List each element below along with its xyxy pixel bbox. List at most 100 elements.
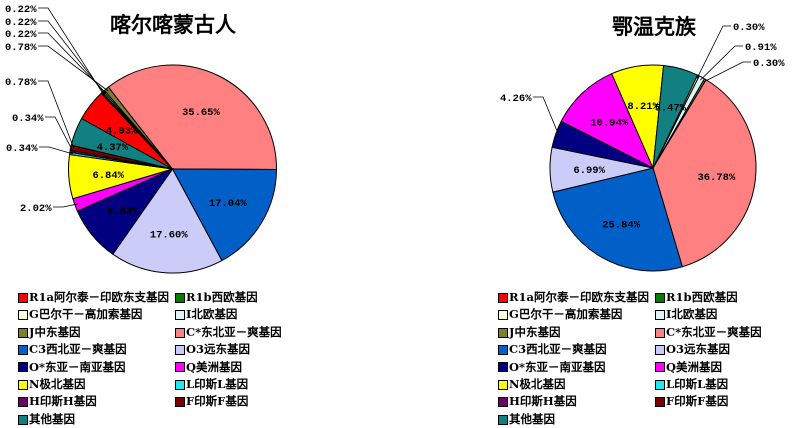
legend-item: Q美洲基因 — [655, 359, 722, 376]
data-label: 0.22% — [5, 17, 37, 29]
pie-slice — [652, 79, 757, 268]
leader-line — [533, 96, 560, 136]
legend-label: N极北基因 — [509, 377, 566, 391]
legend-item: F印斯F基因 — [655, 393, 728, 410]
leader-line — [38, 45, 109, 92]
legend-swatch — [18, 292, 28, 303]
legend-label: J中东基因 — [29, 324, 81, 339]
data-label: 0.30% — [733, 22, 765, 34]
legend-swatch — [498, 362, 508, 373]
legend-item: O3远东基因 — [655, 341, 730, 358]
legend-item: C*东北亚－爽基因 — [175, 324, 282, 341]
legend-label: L印斯L基因 — [186, 377, 249, 391]
legend-swatch — [498, 397, 508, 408]
legend-label: O*东亚－南亚基因 — [29, 359, 126, 374]
data-label: 6.99% — [573, 165, 605, 177]
legend-item: R1b西欧基因 — [175, 289, 258, 306]
data-label: 17.04% — [209, 198, 248, 210]
legend-item: G巴尔干－高加索基因 — [498, 306, 622, 323]
legend-swatch — [655, 397, 665, 408]
legend-label: G巴尔干－高加索基因 — [509, 307, 623, 322]
legend-label: 其他基因 — [29, 411, 75, 426]
legend-item: 其他基因 — [18, 411, 75, 428]
legend-label: R1a阿尔泰－印欧东支基因 — [29, 290, 170, 304]
data-label: 0.22% — [5, 29, 37, 41]
leader-line — [703, 61, 751, 83]
legend-swatch — [175, 362, 185, 373]
data-label: 25.84% — [602, 219, 641, 231]
legend-swatch — [498, 344, 508, 355]
legend-label: H印斯H基因 — [509, 394, 577, 409]
legend-item: R1a阿尔泰－印欧东支基因 — [18, 289, 169, 306]
data-label: 0.91% — [745, 42, 777, 54]
data-label: 36.78% — [697, 172, 736, 184]
legend-swatch — [498, 310, 508, 321]
pie-left — [68, 64, 278, 274]
data-label: 0.78% — [5, 77, 37, 89]
legend-label: C3西北亚－爽基因 — [29, 342, 127, 357]
pie-right — [549, 64, 757, 272]
legend-label: F印斯F基因 — [186, 394, 249, 409]
data-label: 17.60% — [150, 229, 189, 241]
data-label: 35.65% — [182, 107, 221, 119]
legend-item: I北欧基因 — [175, 306, 237, 323]
legend-item: C3西北亚－爽基因 — [498, 341, 607, 358]
pie-slice — [70, 117, 173, 170]
leader-line — [696, 25, 731, 79]
leader-line — [39, 146, 73, 155]
legend-label: F印斯F基因 — [666, 394, 729, 409]
legend-label: J中东基因 — [509, 324, 561, 339]
data-label: 0.34% — [12, 113, 44, 125]
legend-item: Q美洲基因 — [175, 359, 242, 376]
legend-swatch — [18, 397, 28, 408]
legend-label: O*东亚－南亚基因 — [509, 359, 606, 374]
legend-item: I北欧基因 — [655, 306, 717, 323]
legend-item: J中东基因 — [498, 324, 560, 341]
legend-swatch — [655, 362, 665, 373]
legend-swatch — [18, 310, 28, 321]
leader-line — [38, 80, 75, 149]
legend-label: O3远东基因 — [186, 342, 251, 357]
leader-line — [45, 116, 74, 152]
legend-item: N极北基因 — [18, 376, 86, 393]
data-label: 0.22% — [5, 4, 37, 16]
data-label: 4.93% — [106, 125, 138, 137]
legend-label: R1a阿尔泰－印欧东支基因 — [509, 290, 650, 304]
legend-label: H印斯H基因 — [29, 394, 97, 409]
legend-label: 其他基因 — [509, 411, 555, 426]
legend-swatch — [655, 310, 665, 321]
data-label: 0.30% — [753, 58, 785, 70]
legend-item: J中东基因 — [18, 324, 80, 341]
pie-slice — [171, 168, 278, 262]
legend-swatch — [175, 379, 185, 390]
legend-swatch — [18, 379, 28, 390]
legend-swatch — [498, 327, 508, 338]
chart-title-left: 喀尔喀蒙古人 — [110, 12, 236, 37]
legend-item: R1b西欧基因 — [655, 289, 738, 306]
legend-swatch — [18, 344, 28, 355]
legend-swatch — [655, 344, 665, 355]
legend-label: N极北基因 — [29, 377, 86, 391]
legend-item: N极北基因 — [498, 376, 566, 393]
leader-line — [38, 7, 105, 96]
legend-swatch — [18, 362, 28, 373]
data-label: 4.26% — [500, 93, 532, 105]
pie-slice — [107, 64, 277, 171]
legend-swatch — [498, 379, 508, 390]
legend-label: Q美洲基因 — [666, 359, 723, 374]
legend-swatch — [498, 292, 508, 303]
leader-line — [53, 203, 78, 208]
legend-swatch — [655, 292, 665, 303]
legend-item: H印斯H基因 — [498, 393, 577, 410]
legend-label: G巴尔干－高加索基因 — [29, 307, 143, 322]
legend-swatch — [655, 379, 665, 390]
legend-swatch — [175, 397, 185, 408]
legend-item: 其他基因 — [498, 411, 555, 428]
legend-swatch — [175, 327, 185, 338]
legend-item: O*东亚－南亚基因 — [498, 359, 606, 376]
legend-item: G巴尔干－高加索基因 — [18, 306, 142, 323]
legend-label: I北欧基因 — [186, 307, 238, 322]
legend-label: L印斯L基因 — [666, 377, 729, 391]
legend-item: R1a阿尔泰－印欧东支基因 — [498, 289, 649, 306]
